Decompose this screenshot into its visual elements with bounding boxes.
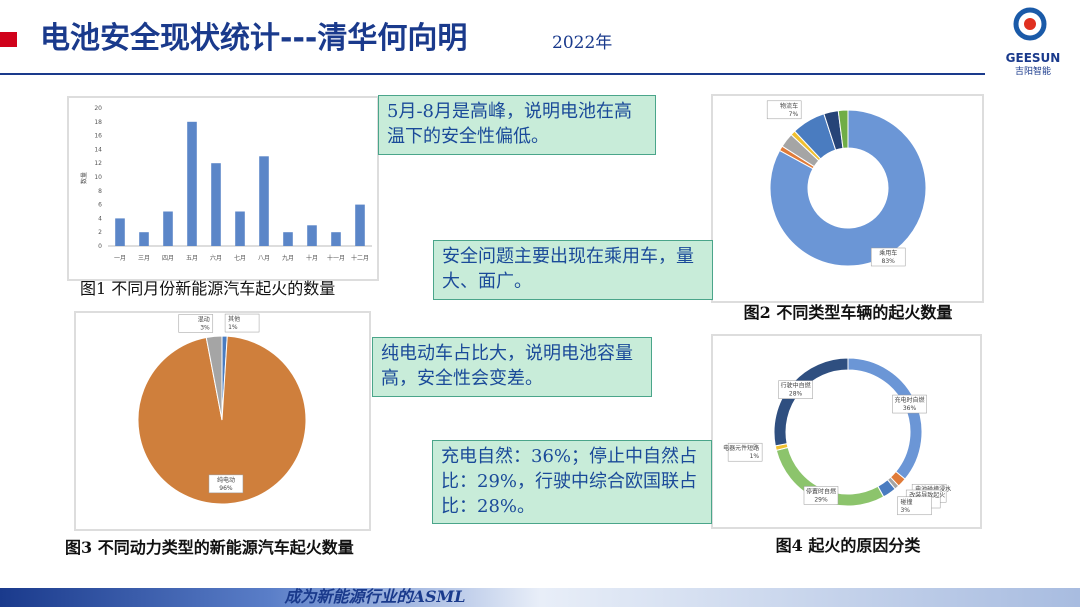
slice-label: 其他	[228, 315, 240, 323]
x-tick-label: 八月	[258, 255, 270, 262]
label-box	[208, 474, 244, 494]
x-tick-label: 五月	[186, 255, 198, 262]
y-tick-label: 6	[98, 202, 102, 209]
slice-label: 行驶中自燃	[781, 382, 811, 390]
logo-brand: GEESUN	[1006, 51, 1061, 65]
chart-caption: 图4 起火的原因分类	[776, 536, 922, 555]
slice-value: 3%	[200, 324, 210, 331]
bar	[355, 204, 365, 246]
logo-ring	[1013, 7, 1047, 41]
y-tick-label: 0	[98, 243, 102, 250]
bar	[259, 156, 269, 246]
x-tick-label: 十一月	[327, 254, 345, 262]
y-tick-label: 18	[94, 119, 102, 126]
bar	[187, 121, 197, 246]
bar	[139, 232, 149, 246]
slice-label: 物流车	[780, 102, 798, 110]
logo-sub: 吉阳智能	[1015, 65, 1051, 77]
slice	[137, 335, 307, 505]
y-tick-label: 8	[98, 188, 102, 195]
chart-frame	[67, 96, 379, 281]
bar	[163, 211, 173, 246]
slice-label: 纯电动	[217, 476, 235, 484]
logo-core	[1024, 18, 1036, 30]
slice-value: 1%	[750, 453, 760, 460]
label-box	[178, 314, 214, 333]
slice-value: 36%	[903, 405, 917, 412]
y-tick-label: 10	[94, 174, 102, 181]
x-tick-label: 九月	[282, 254, 294, 262]
bar	[115, 218, 125, 246]
bar	[331, 232, 341, 246]
label-box	[766, 100, 802, 120]
slice-value: 29%	[814, 496, 828, 503]
note: 充电自然：36%；停止中自然占比：29%，行驶中综合欧国联占比：28%。	[432, 440, 712, 524]
label-box	[727, 442, 763, 462]
label-box	[803, 486, 839, 505]
y-tick-label: 14	[94, 146, 102, 153]
y-tick-label: 12	[94, 160, 102, 167]
slice	[769, 109, 927, 267]
slice-label: 电池碰撞浸水	[915, 485, 951, 493]
bar	[283, 232, 293, 246]
y-tick-label: 20	[94, 105, 102, 112]
x-tick-label: 十二月	[351, 254, 369, 262]
y-axis-label: 数量	[80, 172, 88, 184]
footer-band	[0, 588, 1080, 607]
y-tick-label: 16	[94, 133, 102, 140]
y-tick-label: 4	[98, 215, 102, 222]
slice-value: 3%	[900, 507, 910, 514]
y-tick-label: 2	[98, 229, 102, 236]
chart-caption: 图1 不同月份新能源汽车起火的数量	[80, 279, 335, 298]
slice-value: 28%	[789, 391, 803, 398]
bar	[307, 225, 317, 246]
chart-caption: 图2 不同类型车辆的起火数量	[744, 303, 953, 322]
label-box	[778, 380, 813, 399]
bar	[235, 211, 245, 246]
label-box	[870, 247, 906, 267]
x-tick-label: 三月	[138, 255, 150, 262]
slice-label: 充电时自燃	[895, 396, 925, 404]
slice-label: 碰撞	[900, 498, 912, 506]
x-tick-label: 七月	[234, 254, 246, 262]
slice	[773, 357, 849, 447]
slice-label: 改装导致起火	[909, 491, 945, 499]
bar	[211, 163, 221, 246]
title-marker	[0, 32, 17, 47]
slice-label: 乘用车	[879, 249, 897, 257]
slice	[205, 335, 223, 421]
slice-value: 7%	[789, 111, 799, 118]
label-box	[897, 496, 932, 516]
x-tick-label: 一月	[114, 255, 126, 262]
slice-value: 96%	[219, 485, 233, 492]
slice-value: 83%	[882, 258, 896, 265]
chart-caption: 图3 不同动力类型的新能源汽车起火数量	[65, 538, 354, 557]
footer-slogan: 成为新能源行业的ASML	[284, 587, 466, 606]
note: 安全问题主要出现在乘用车，量大、面广。	[433, 240, 713, 300]
x-tick-label: 四月	[162, 255, 174, 262]
x-tick-label: 十月	[306, 254, 318, 262]
note: 纯电动车占比大，说明电池容量高，安全性会变差。	[372, 337, 652, 397]
slice-label: 停置时自燃	[806, 487, 836, 495]
slice-value: 1%	[228, 324, 238, 331]
label-box	[892, 394, 927, 414]
slice-label: 混动	[198, 315, 210, 323]
label-box	[224, 313, 260, 333]
note: 5月-8月是高峰，说明电池在高温下的安全性偏低。	[378, 95, 656, 155]
slide-year: 2022年	[552, 33, 612, 53]
slice-label: 电器元件短路	[723, 444, 759, 452]
slice	[837, 109, 849, 149]
slide-title: 电池安全现状统计---清华何向明	[40, 21, 467, 56]
x-tick-label: 六月	[210, 254, 222, 262]
